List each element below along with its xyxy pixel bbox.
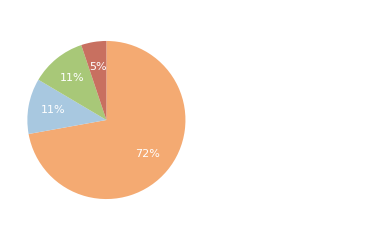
Text: 11%: 11% xyxy=(60,73,85,83)
Wedge shape xyxy=(38,45,106,120)
Text: 72%: 72% xyxy=(135,150,160,159)
Wedge shape xyxy=(27,80,106,134)
Text: 5%: 5% xyxy=(89,62,106,72)
Text: 11%: 11% xyxy=(41,105,66,115)
Legend: Canadian Centre for DNA
Barcoding [12], Mined from GenBank, NCBI [2], Centre for: Canadian Centre for DNA Barcoding [12], … xyxy=(207,5,380,85)
Wedge shape xyxy=(81,41,106,120)
Wedge shape xyxy=(28,41,185,199)
